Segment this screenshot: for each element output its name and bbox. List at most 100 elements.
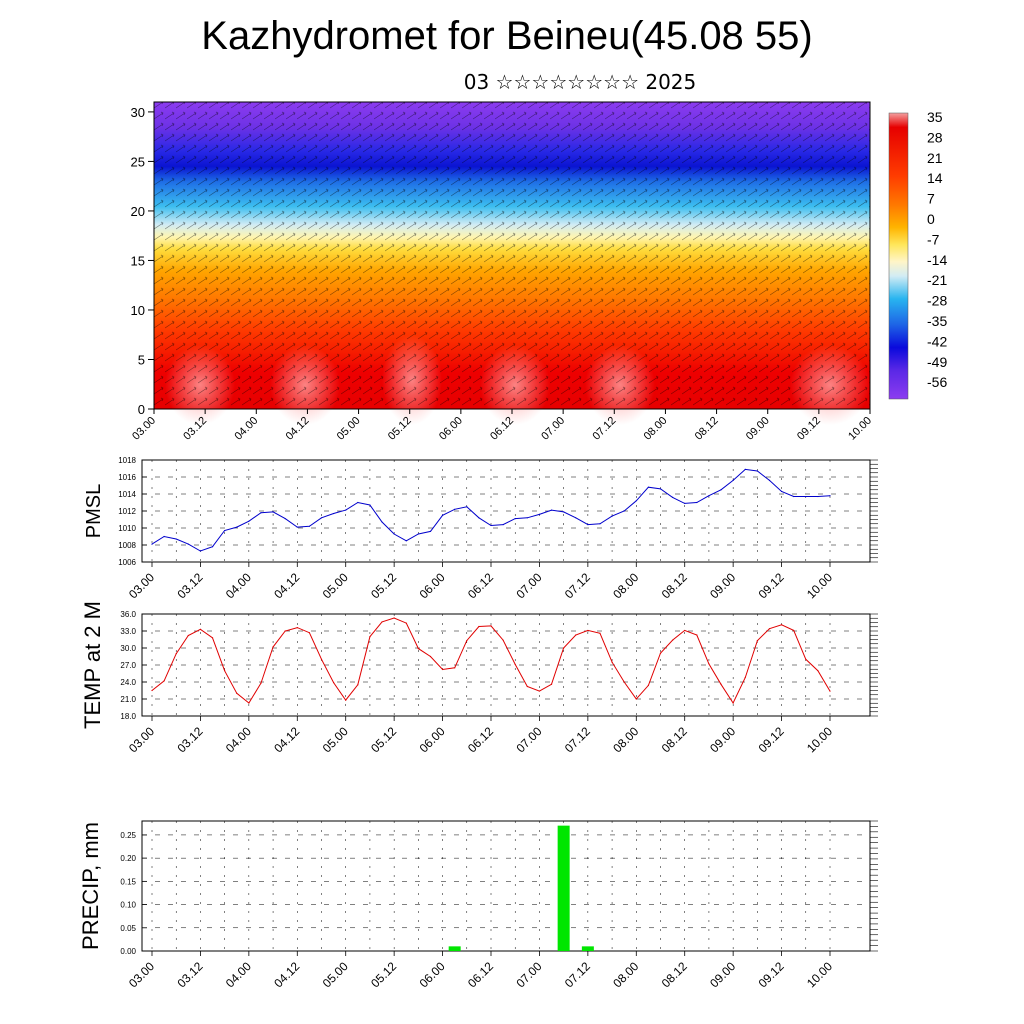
data-point (756, 470, 758, 472)
data-point (768, 479, 771, 481)
y-tick-label: 0 (138, 402, 145, 417)
x-tick-label: 07.12 (562, 724, 593, 755)
data-point (151, 543, 153, 545)
data-point (224, 670, 226, 672)
x-tick-label: 07.00 (513, 724, 544, 755)
x-tick-label: 06.00 (417, 570, 448, 601)
data-point (696, 501, 698, 504)
data-point (369, 504, 371, 506)
y-tick-label: 33.0 (120, 627, 136, 636)
x-tick-label: 04.12 (271, 959, 302, 990)
data-point (793, 495, 795, 498)
x-tick-label: 05.00 (320, 724, 351, 755)
colorbar-label: -49 (927, 354, 947, 370)
data-point (296, 526, 298, 528)
data-point (381, 521, 383, 523)
y-tick-label: 1010 (118, 524, 136, 533)
data-point (466, 640, 468, 642)
x-tick-label: 10.00 (804, 570, 835, 601)
x-tick-label: 06.12 (465, 959, 496, 990)
data-point (780, 624, 783, 626)
colorbar-label: 21 (927, 150, 943, 166)
x-tick-label: 03.12 (174, 724, 205, 755)
data-point (466, 506, 468, 508)
colorbar-label: -42 (927, 333, 947, 349)
x-tick-label: 09.00 (707, 959, 738, 990)
data-point (308, 525, 310, 527)
colorbar-label: 28 (927, 129, 943, 145)
data-point (623, 681, 625, 683)
data-point (236, 692, 238, 694)
data-point (478, 517, 480, 519)
y-tick-label: 36.0 (120, 610, 136, 619)
x-tick-label: 04.12 (271, 570, 302, 601)
y-tick-label: 25 (131, 154, 145, 169)
x-tick-label: 07.00 (539, 415, 567, 443)
data-point (599, 523, 601, 525)
x-tick-label: 04.00 (223, 724, 254, 755)
x-tick-label: 07.12 (562, 959, 593, 990)
data-point (575, 517, 577, 519)
x-tick-label: 09.12 (756, 959, 787, 990)
x-tick-label: 08.12 (659, 724, 690, 755)
data-point (720, 489, 722, 491)
y-tick-label: 30 (131, 105, 145, 120)
x-tick-label: 05.12 (368, 570, 399, 601)
data-point (659, 488, 662, 490)
data-point (224, 529, 226, 532)
data-point (429, 655, 432, 658)
x-tick-label: 09.12 (756, 724, 787, 755)
data-point (260, 512, 262, 514)
x-tick-label: 08.00 (610, 724, 641, 755)
data-point (284, 630, 286, 632)
data-point (672, 496, 674, 498)
data-point (490, 524, 492, 527)
data-point (417, 533, 419, 535)
y-tick-label: 0.00 (120, 947, 136, 956)
data-point (829, 495, 831, 497)
x-tick-label: 09.00 (707, 724, 738, 755)
data-point (732, 479, 734, 481)
chart-subtitle: 03 ☆☆☆☆☆☆☆☆ 2025 (463, 70, 697, 94)
y-tick-label: 0.15 (120, 877, 136, 886)
colorbar-label: 14 (927, 170, 943, 186)
x-tick-label: 10.00 (804, 959, 835, 990)
data-point (163, 680, 165, 682)
colorbar-label: -7 (927, 231, 940, 247)
data-point (538, 513, 541, 516)
x-tick-label: 08.12 (659, 570, 690, 601)
data-point (502, 639, 504, 641)
data-point (780, 490, 783, 493)
data-point (526, 685, 528, 688)
data-point (575, 634, 577, 636)
data-point (805, 495, 807, 498)
data-point (369, 636, 371, 638)
data-point (696, 634, 698, 636)
series-line (151, 468, 831, 552)
data-point (284, 518, 286, 520)
x-tick-label: 03.00 (126, 570, 157, 601)
data-point (163, 535, 165, 538)
data-point (708, 495, 710, 497)
data-point (526, 517, 528, 519)
data-point (732, 702, 734, 704)
data-point (720, 683, 722, 685)
data-point (805, 658, 807, 660)
x-tick-label: 04.00 (223, 570, 254, 601)
data-point (490, 625, 492, 627)
x-tick-label: 03.00 (126, 959, 157, 990)
y-axis-label: PRECIP, mm (78, 822, 103, 950)
y-tick-label: 10 (131, 303, 145, 318)
x-tick-label: 09.00 (707, 570, 738, 601)
data-point (211, 546, 214, 548)
data-point (744, 468, 746, 470)
x-tick-label: 09.00 (744, 415, 772, 443)
y-tick-label: 21.0 (120, 695, 136, 704)
y-tick-label: 1016 (118, 473, 136, 482)
data-point (550, 683, 553, 685)
y-tick-label: 1006 (118, 558, 136, 567)
y-tick-label: 1018 (118, 456, 136, 465)
x-tick-label: 04.12 (271, 724, 302, 755)
x-tick-label: 08.00 (642, 415, 670, 443)
